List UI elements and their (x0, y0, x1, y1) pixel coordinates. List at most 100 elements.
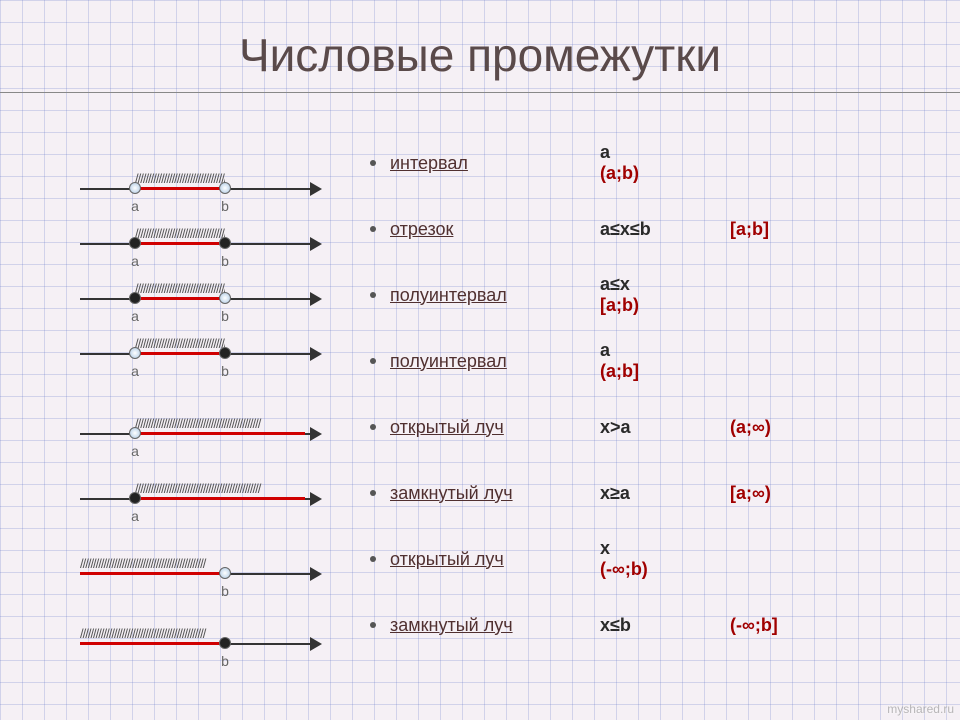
interval-segment (80, 572, 225, 575)
interval-segment (135, 497, 305, 500)
endpoint-label: a (131, 253, 139, 269)
interval-diagram: ////////////////////////////////////////… (80, 555, 320, 605)
bullet-icon (370, 622, 376, 628)
content-area: ////////////////////////////////////////… (0, 130, 960, 710)
inequality: a≤x[a;b) (600, 274, 730, 316)
definition-row: открытый лучx>a(a;∞) (360, 394, 960, 460)
arrow-icon (310, 567, 322, 581)
arrow-icon (310, 292, 322, 306)
endpoint-open (219, 182, 231, 194)
arrow-icon (310, 492, 322, 506)
interval-name: отрезок (390, 219, 600, 240)
interval-notation: (a;∞) (730, 417, 850, 438)
inequality: a≤x≤b (600, 219, 730, 240)
hatch-region: ////////////////////////////////////////… (135, 417, 305, 431)
interval-diagram: ////////////////////////////////////////… (80, 480, 320, 530)
hatch-region: ////////////////////////////////////////… (80, 557, 225, 571)
interval-name: открытый луч (390, 417, 600, 438)
interval-segment (135, 242, 225, 245)
page-title: Числовые промежутки (0, 28, 960, 93)
arrow-icon (310, 347, 322, 361)
interval-segment (135, 432, 305, 435)
interval-segment (135, 187, 225, 190)
inequality: a(a;b] (600, 340, 730, 382)
interval-segment (80, 642, 225, 645)
endpoint-closed (129, 237, 141, 249)
definition-row: отрезокa≤x≤b[a;b] (360, 196, 960, 262)
definition-row: полуинтервалa(a;b] (360, 328, 960, 394)
interval-notation: (-∞;b] (730, 615, 850, 636)
endpoint-label: a (131, 198, 139, 214)
endpoint-label: b (221, 583, 229, 599)
endpoint-label: a (131, 443, 139, 459)
interval-name: полуинтервал (390, 351, 600, 372)
bullet-icon (370, 226, 376, 232)
arrow-icon (310, 427, 322, 441)
bullet-icon (370, 556, 376, 562)
endpoint-open (129, 182, 141, 194)
interval-notation: [a;∞) (730, 483, 850, 504)
endpoint-label: a (131, 363, 139, 379)
definitions-list: интервалa(a;b)отрезокa≤x≤b[a;b]полуинтер… (360, 130, 960, 710)
interval-segment (135, 297, 225, 300)
definition-row: открытый лучx(-∞;b) (360, 526, 960, 592)
endpoint-closed (129, 292, 141, 304)
interval-diagram: ////////////////////////////////////////… (80, 280, 320, 330)
interval-name: замкнутый луч (390, 483, 600, 504)
interval-notation: [a;b) (600, 295, 720, 316)
hatch-region: ////////////////////////////////////////… (135, 482, 305, 496)
endpoint-label: b (221, 253, 229, 269)
interval-notation: [a;b] (730, 219, 850, 240)
definition-row: интервалa(a;b) (360, 130, 960, 196)
interval-name: открытый луч (390, 549, 600, 570)
endpoint-open (219, 567, 231, 579)
bullet-icon (370, 424, 376, 430)
hatch-region: ////////////////////////////////////////… (80, 627, 225, 641)
hatch-region: ////////////////////////////////////////… (135, 337, 225, 351)
arrow-icon (310, 237, 322, 251)
interval-name: замкнутый луч (390, 615, 600, 636)
interval-segment (135, 352, 225, 355)
endpoint-label: b (221, 653, 229, 669)
inequality: x(-∞;b) (600, 538, 730, 580)
watermark: myshared.ru (887, 702, 954, 716)
endpoint-open (129, 347, 141, 359)
arrow-icon (310, 182, 322, 196)
inequality: x>a (600, 417, 730, 438)
endpoint-open (129, 427, 141, 439)
inequality: a(a;b) (600, 142, 730, 184)
interval-notation: (a;b) (600, 163, 720, 184)
inequality: x≥a (600, 483, 730, 504)
hatch-region: ////////////////////////////////////////… (135, 282, 225, 296)
endpoint-closed (219, 637, 231, 649)
endpoint-closed (129, 492, 141, 504)
endpoint-open (219, 292, 231, 304)
interval-diagram: ////////////////////////////////////////… (80, 415, 320, 465)
hatch-region: ////////////////////////////////////////… (135, 227, 225, 241)
bullet-icon (370, 490, 376, 496)
bullet-icon (370, 292, 376, 298)
diagrams-column: ////////////////////////////////////////… (0, 130, 360, 710)
definition-row: замкнутый лучx≥a[a;∞) (360, 460, 960, 526)
endpoint-label: a (131, 508, 139, 524)
bullet-icon (370, 358, 376, 364)
definition-row: полуинтервалa≤x[a;b) (360, 262, 960, 328)
interval-diagram: ////////////////////////////////////////… (80, 170, 320, 220)
endpoint-label: a (131, 308, 139, 324)
endpoint-label: b (221, 308, 229, 324)
interval-name: интервал (390, 153, 600, 174)
endpoint-closed (219, 347, 231, 359)
endpoint-label: b (221, 198, 229, 214)
interval-diagram: ////////////////////////////////////////… (80, 335, 320, 385)
interval-name: полуинтервал (390, 285, 600, 306)
arrow-icon (310, 637, 322, 651)
hatch-region: ////////////////////////////////////////… (135, 172, 225, 186)
interval-diagram: ////////////////////////////////////////… (80, 625, 320, 675)
interval-notation: (-∞;b) (600, 559, 720, 580)
endpoint-closed (219, 237, 231, 249)
endpoint-label: b (221, 363, 229, 379)
bullet-icon (370, 160, 376, 166)
definition-row: замкнутый лучx≤b(-∞;b] (360, 592, 960, 658)
inequality: x≤b (600, 615, 730, 636)
interval-diagram: ////////////////////////////////////////… (80, 225, 320, 275)
